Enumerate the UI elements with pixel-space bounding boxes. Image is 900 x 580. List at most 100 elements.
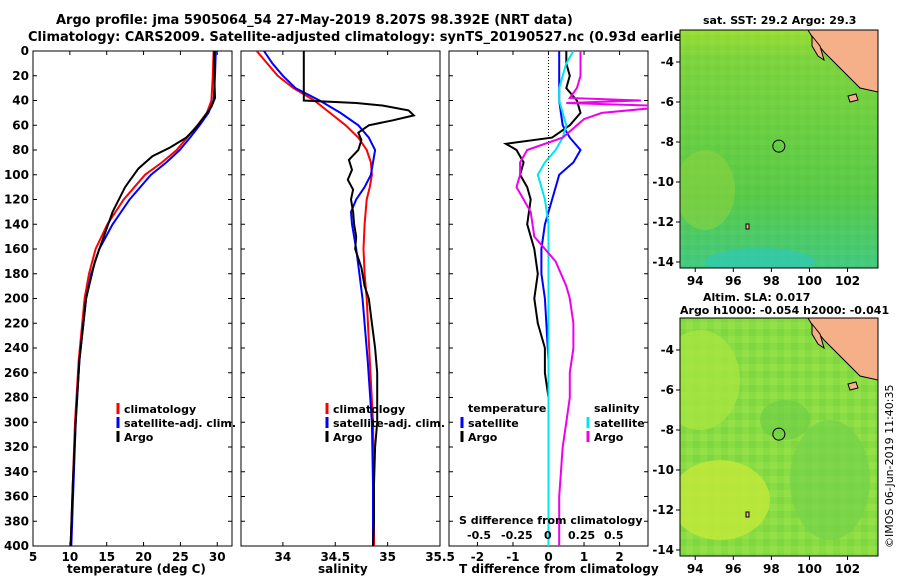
depth-tick-label: 80 bbox=[12, 143, 29, 157]
difference-xlabel: T difference from climatology bbox=[459, 562, 659, 576]
map-lat-label: -12 bbox=[652, 215, 674, 229]
map-lon-label: 100 bbox=[797, 274, 822, 288]
depth-tick-label: 160 bbox=[4, 242, 29, 256]
depth-axis: 0 20 40 60 80 100 120 140 160 180 200 220 240 260 280 3… bbox=[4, 44, 29, 553]
argo-float-marker bbox=[772, 139, 786, 153]
depth-tick-label: 360 bbox=[4, 490, 29, 504]
s-tick: -0.25 bbox=[501, 529, 533, 542]
map-lat-label: -4 bbox=[661, 55, 674, 69]
legend-sat-adj: satellite-adj. clim. bbox=[124, 417, 236, 430]
map-lat-label: -14 bbox=[652, 255, 674, 269]
map-lat-label: -10 bbox=[652, 175, 674, 189]
sst-map-title: sat. SST: 29.2 Argo: 29.3 bbox=[703, 14, 856, 27]
depth-tick-label: 20 bbox=[12, 69, 29, 83]
salinity-xlabel: salinity bbox=[318, 562, 368, 576]
temperature-diff-legend: temperature satellite Argo bbox=[460, 402, 546, 444]
map-lon-label: 102 bbox=[835, 562, 860, 576]
depth-tick-label: 120 bbox=[4, 193, 29, 207]
x-tick-label: 2 bbox=[615, 550, 623, 564]
x-tick-label: 5 bbox=[29, 550, 37, 564]
legend-salinity-heading: salinity bbox=[594, 402, 640, 415]
x-tick-label: 0 bbox=[544, 550, 552, 564]
depth-tick-label: 0 bbox=[21, 44, 29, 58]
x-tick-label: -2 bbox=[471, 550, 484, 564]
sla-map-axes: 94 96 98 100 102 -4 -6 -8 -10 -12 -14 bbox=[652, 343, 860, 576]
x-tick-label: 25 bbox=[172, 550, 189, 564]
island bbox=[847, 93, 859, 103]
map-lat-label: -4 bbox=[661, 343, 674, 357]
depth-tick-label: 140 bbox=[4, 217, 29, 231]
s-tick: -0.5 bbox=[467, 529, 491, 542]
map-lon-label: 98 bbox=[763, 274, 780, 288]
depth-tick-label: 300 bbox=[4, 415, 29, 429]
depth-tick-label: 60 bbox=[12, 118, 29, 132]
depth-tick-label: 400 bbox=[4, 539, 29, 553]
depth-tick-label: 380 bbox=[4, 514, 29, 528]
depth-tick-label: 240 bbox=[4, 341, 29, 355]
legend-climatology: climatology bbox=[333, 403, 405, 416]
s-difference-axis-label: S difference from climatology bbox=[459, 514, 643, 527]
x-tick-label: 1 bbox=[580, 550, 588, 564]
sst-map bbox=[680, 30, 878, 268]
salinity-diff-legend: salinity satellite Argo bbox=[586, 402, 645, 444]
depth-tick-label: 320 bbox=[4, 440, 29, 454]
x-tick-label: 10 bbox=[62, 550, 79, 564]
map-lat-label: -6 bbox=[661, 95, 674, 109]
argo-float-marker bbox=[772, 427, 786, 441]
x-tick-label: 34 bbox=[275, 550, 292, 564]
map-lon-label: 94 bbox=[687, 562, 704, 576]
sla-low-patch bbox=[760, 400, 810, 440]
sla-map-subtitle: Argo h1000: -0.054 h2000: -0.041 bbox=[680, 304, 889, 317]
depth-tick-label: 280 bbox=[4, 391, 29, 405]
series-climatology bbox=[255, 51, 375, 546]
series-argo bbox=[302, 51, 416, 546]
map-lat-label: -8 bbox=[661, 423, 674, 437]
map-lat-label: -14 bbox=[652, 543, 674, 557]
imos-watermark: ©IMOS 06-Jun-2019 11:40:35 bbox=[883, 384, 896, 548]
sla-map-frame bbox=[679, 317, 879, 557]
x-tick-label: 34.5 bbox=[320, 550, 350, 564]
title-line-2: Climatology: CARS2009. Satellite-adjuste… bbox=[28, 30, 695, 45]
s-tick: 0.5 bbox=[604, 529, 624, 542]
legend-temperature-heading: temperature bbox=[468, 402, 546, 415]
cocos-island bbox=[745, 223, 750, 230]
x-tick-label: -1 bbox=[506, 550, 519, 564]
series-satellite-adj-clim- bbox=[263, 51, 377, 546]
depth-tick-label: 220 bbox=[4, 316, 29, 330]
x-tick-label: 35.5 bbox=[425, 550, 455, 564]
depth-tick-label: 200 bbox=[4, 292, 29, 306]
sst-map-frame bbox=[679, 29, 879, 269]
series-satellite-adj-clim- bbox=[70, 51, 217, 546]
sst-warm-patch bbox=[680, 150, 735, 230]
salinity-legend: climatology satellite-adj. clim. Argo bbox=[325, 403, 445, 444]
series-s-satellite bbox=[536, 51, 575, 546]
legend-s-argo: Argo bbox=[594, 431, 624, 444]
map-lon-label: 100 bbox=[797, 562, 822, 576]
difference-chart: -2 -1 0 1 2 bbox=[449, 50, 648, 564]
legend-climatology: climatology bbox=[124, 403, 196, 416]
salinity-chart: 34 34.5 35 35.5 bbox=[241, 50, 455, 564]
map-lon-label: 96 bbox=[725, 562, 742, 576]
x-tick-label: 30 bbox=[209, 550, 226, 564]
map-lat-label: -8 bbox=[661, 135, 674, 149]
map-lon-label: 102 bbox=[835, 274, 860, 288]
depth-tick-label: 340 bbox=[4, 465, 29, 479]
mentawai-island bbox=[811, 322, 825, 350]
depth-tick-label: 180 bbox=[4, 267, 29, 281]
x-tick-label: 20 bbox=[135, 550, 152, 564]
title-line-1: Argo profile: jma 5905064_54 27-May-2019… bbox=[56, 13, 573, 28]
s-tick: 0 bbox=[544, 529, 552, 542]
legend-argo: Argo bbox=[124, 431, 154, 444]
sst-map-axes: 94 96 98 100 102 -4 -6 -8 -10 -12 -14 bbox=[652, 55, 860, 288]
x-tick-label: 35 bbox=[379, 550, 396, 564]
map-lon-label: 98 bbox=[763, 562, 780, 576]
map-lon-label: 94 bbox=[687, 274, 704, 288]
sst-cool-patch bbox=[705, 248, 815, 268]
map-lat-label: -6 bbox=[661, 383, 674, 397]
temperature-xlabel: temperature (deg C) bbox=[67, 562, 206, 576]
legend-s-satellite: satellite bbox=[594, 417, 645, 430]
sla-map bbox=[680, 318, 878, 556]
sla-high-patch bbox=[680, 330, 740, 430]
map-lon-label: 96 bbox=[725, 274, 742, 288]
salinity-panel bbox=[240, 50, 441, 547]
